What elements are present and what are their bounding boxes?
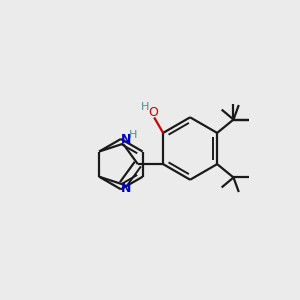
Text: N: N — [121, 133, 131, 146]
Text: H: H — [129, 130, 137, 140]
Text: H: H — [141, 102, 149, 112]
Text: N: N — [121, 182, 131, 195]
Text: O: O — [148, 106, 158, 119]
